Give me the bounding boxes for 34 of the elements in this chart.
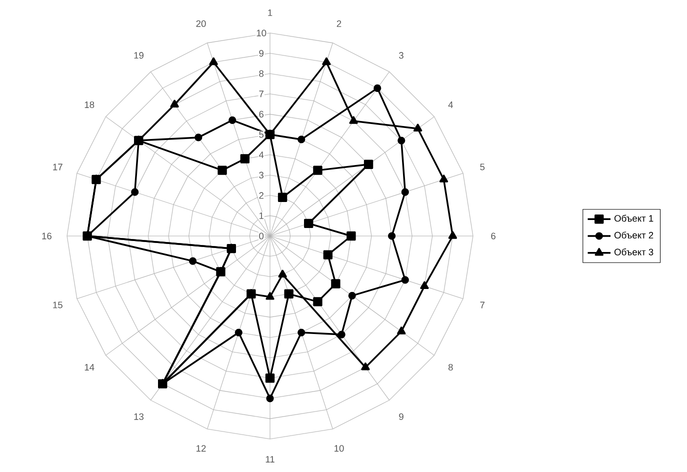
- spoke-label: 20: [196, 20, 206, 27]
- spoke-label: 9: [399, 413, 404, 420]
- y-tick-label: 1: [259, 212, 264, 219]
- spoke-label: 14: [84, 364, 94, 370]
- spoke-label: 4: [448, 102, 453, 108]
- spoke-label: 10: [334, 445, 344, 452]
- spoke-label: 7: [480, 302, 484, 308]
- spoke-label: 17: [53, 164, 62, 170]
- spoke-label: 6: [491, 232, 496, 240]
- y-tick-label: 4: [258, 152, 264, 158]
- y-tick-label: 0: [259, 232, 264, 240]
- legend-label: Объект 2: [614, 232, 654, 238]
- y-tick-label: 6: [259, 110, 264, 118]
- legend-label: Объект 3: [614, 248, 654, 256]
- y-tick-label: 7: [259, 90, 264, 98]
- spoke-label: 8: [448, 364, 453, 371]
- y-tick-label: 10: [256, 30, 266, 36]
- spoke-label: 12: [196, 445, 206, 452]
- y-tick-label: 8: [259, 70, 264, 77]
- spoke-label: 3: [399, 52, 404, 59]
- spoke-label: 11: [266, 456, 274, 462]
- spoke-label: 15: [53, 302, 62, 308]
- spoke-label: 1: [268, 9, 272, 16]
- spoke-label: 16: [42, 232, 52, 240]
- legend-label: Объект 1: [614, 214, 654, 222]
- spoke-label: 18: [84, 101, 94, 108]
- y-tick-label: 9: [259, 50, 264, 57]
- spoke-label: 19: [134, 52, 144, 59]
- spoke-label: 2: [336, 20, 342, 27]
- y-tick-label: 2: [259, 192, 264, 199]
- spoke-label: 13: [134, 413, 144, 420]
- y-tick-label: 5: [259, 131, 264, 138]
- spoke-label: 5: [480, 164, 485, 170]
- y-tick-label: 3: [259, 172, 264, 178]
